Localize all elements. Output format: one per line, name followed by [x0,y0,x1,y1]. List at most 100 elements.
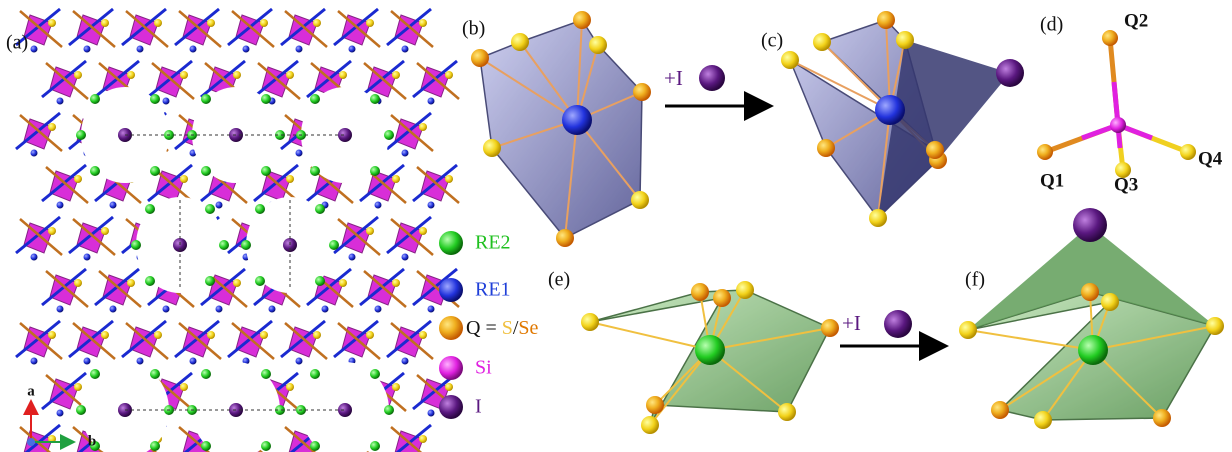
legend: RE2 RE1 Q = S/Se Si I [439,231,539,419]
coordination-polyhedron [878,40,1010,218]
polyhedra [471,11,1224,434]
q-atom [646,396,664,414]
re2-atom [255,276,265,286]
re2-atom [261,166,271,176]
q-atom [821,319,839,337]
q-atom [286,71,294,79]
re1-atom [162,97,170,105]
q-atom [713,289,731,307]
q-atom [260,331,268,339]
re2-atom [310,166,320,176]
q-atom [419,123,427,131]
bond [231,322,275,360]
re2-atom [275,405,285,415]
q-atom [313,19,321,27]
re1-atom [109,305,117,313]
bond [390,426,423,452]
re1-atom [348,45,356,53]
re2-atom [90,94,100,104]
bond [363,62,407,100]
bond [45,62,89,100]
re1-atom [56,305,64,313]
q-atom [1081,283,1099,301]
q-atom [573,11,591,29]
bond [284,322,328,360]
bond [19,322,63,360]
re1-atom [56,97,64,105]
re1-atom [427,305,435,313]
re2-atom [384,405,394,415]
re2-atom [205,204,215,214]
site-label: Q1 [1040,170,1064,191]
re1-atom [427,409,435,417]
q-atom [419,435,427,443]
re2-atom [145,204,155,214]
re1-atom [215,305,223,313]
re1-atom [83,45,91,53]
q-atom [392,175,400,183]
bond [709,349,788,413]
q-atom [813,33,831,51]
q-atom [48,227,56,235]
bond [416,166,460,204]
site-label: Q2 [1124,10,1148,31]
q-atom [445,71,453,79]
q-atom [339,71,347,79]
q-atom [691,283,709,301]
bond [284,10,328,48]
re1-atom [242,45,250,53]
bond [821,41,891,111]
q-atom [366,227,374,235]
i-atom [338,128,352,142]
axis-origin [27,438,35,446]
re2-atom [261,94,271,104]
q-atom [896,31,914,49]
q-atom [74,383,82,391]
bond [72,218,116,256]
q-atom [483,139,501,157]
legend-sphere [439,278,463,302]
re2-atom [275,130,285,140]
bond [363,270,407,308]
q-atom [286,175,294,183]
re2-atom [261,441,271,451]
q-atom [419,227,427,235]
bond [19,114,63,152]
bond [390,114,434,152]
metal-atom [1078,335,1108,365]
re1-atom [242,357,250,365]
re2-atom [90,369,100,379]
metal-atom [875,95,905,125]
re1-atom [401,357,409,365]
q-atom [233,71,241,79]
i-atom [338,403,352,417]
re1-atom [427,97,435,105]
re2-atom [131,240,141,250]
q-atom [926,141,944,159]
q-atom [392,383,400,391]
re1-atom [401,253,409,261]
q-atom [392,279,400,287]
re1-atom [30,357,38,365]
bond [151,62,195,100]
re1-atom [189,357,197,365]
iodine-atom [1073,208,1107,242]
q-atom [366,19,374,27]
bond [519,41,578,121]
re2-atom [201,94,211,104]
q-atom [339,279,347,287]
q-atom [817,139,835,157]
legend-sphere [439,316,463,340]
q-atom [127,71,135,79]
re1-atom [136,357,144,365]
re1-atom [189,45,197,53]
bond [709,327,831,351]
re2-atom [145,276,155,286]
re2-atom [201,166,211,176]
q-atom [313,331,321,339]
re2-atom [201,441,211,451]
q-atom [101,19,109,27]
q-atom [419,331,427,339]
legend-sphere [439,231,463,255]
re2-atom [315,276,325,286]
